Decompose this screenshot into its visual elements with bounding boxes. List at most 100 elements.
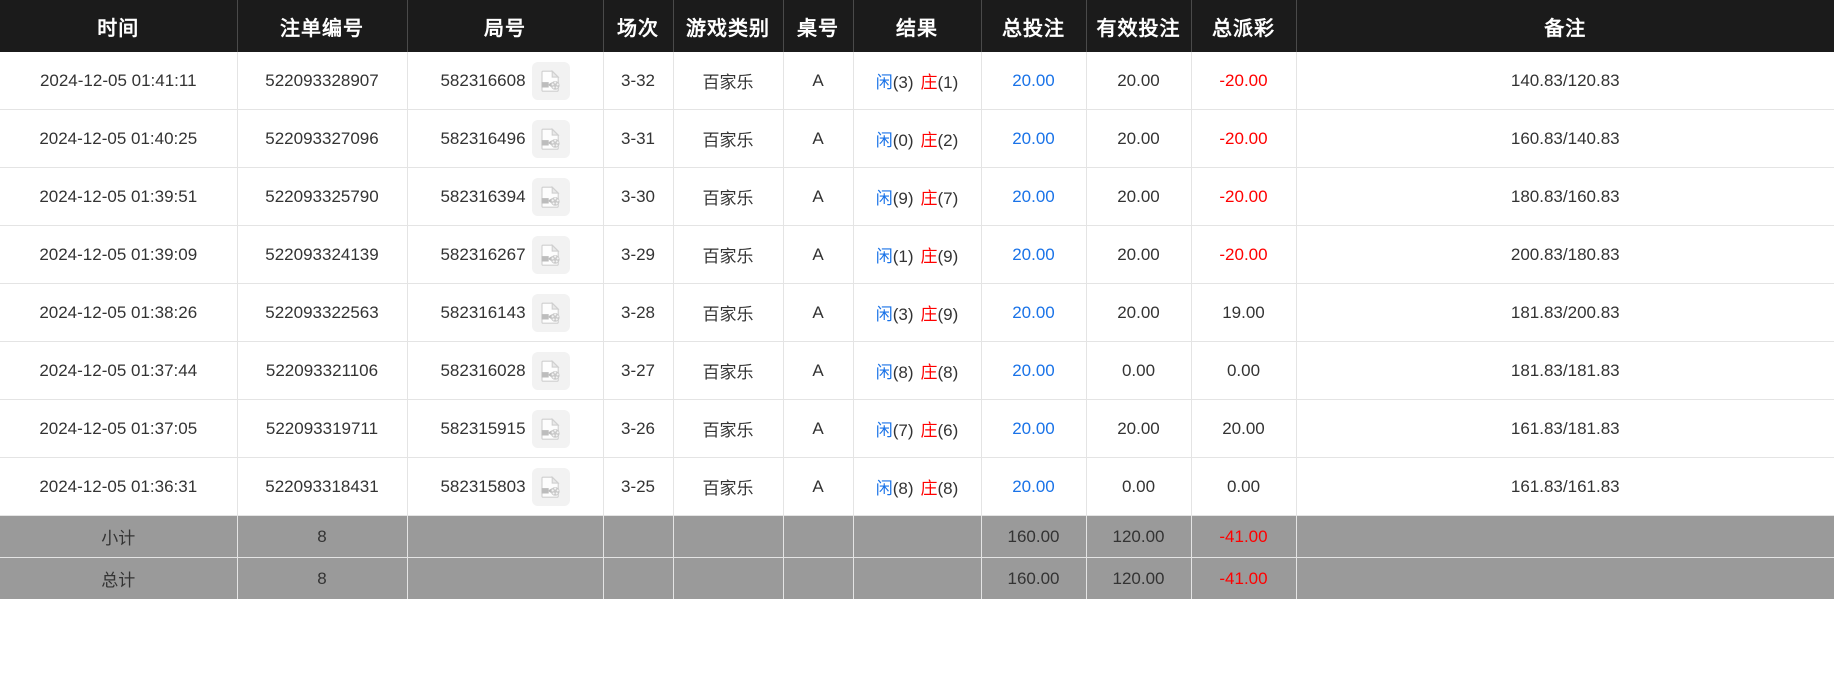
table-header-row: 时间 注单编号 局号 场次 游戏类别 桌号 结果 总投注 有效投注 总派彩 备注 (0, 0, 1834, 52)
video-file-icon[interactable] (531, 409, 570, 448)
cell-total-bet[interactable]: 20.00 (981, 167, 1087, 226)
result-banker: 庄(8) (921, 358, 959, 383)
cell-total-payout: -20.00 (1191, 167, 1297, 226)
cell-total-bet[interactable]: 20.00 (981, 52, 1087, 110)
video-file-icon[interactable] (531, 119, 570, 158)
cell-result: 闲(3) 庄(9) (853, 283, 982, 342)
summary-total-bet: 160.00 (981, 557, 1087, 599)
banker-points: (1) (937, 73, 959, 92)
table-body: 2024-12-05 01:41:11 522093328907 582316608… (0, 52, 1834, 599)
cell-total-bet[interactable]: 20.00 (981, 225, 1087, 284)
cell-round-no: 582315803 (407, 457, 604, 516)
table-header: 时间 注单编号 局号 场次 游戏类别 桌号 结果 总投注 有效投注 总派彩 备注 (0, 0, 1834, 52)
cell-total-bet[interactable]: 20.00 (981, 399, 1087, 458)
cell-round-no: 582316496 (407, 109, 604, 168)
video-file-icon[interactable] (531, 235, 570, 274)
cell-game-type: 百家乐 (673, 457, 784, 516)
round-no-wrapper: 582316608 (412, 61, 599, 100)
cell-valid-bet: 20.00 (1086, 283, 1192, 342)
result-wrapper: 闲(3) 庄(1) (876, 68, 959, 93)
summary-total-bet: 160.00 (981, 515, 1087, 558)
player-label: 闲 (875, 189, 893, 208)
cell-remark: 180.83/160.83 (1296, 167, 1834, 226)
banker-label: 庄 (920, 73, 938, 92)
banker-points: (6) (937, 421, 959, 440)
cell-time: 2024-12-05 01:39:09 (0, 225, 238, 284)
player-points: (3) (892, 305, 914, 324)
cell-total-bet[interactable]: 20.00 (981, 283, 1087, 342)
banker-points: (8) (937, 363, 959, 382)
result-player: 闲(3) (876, 300, 914, 325)
summary-empty-session (603, 557, 674, 599)
player-label: 闲 (875, 363, 893, 382)
cell-game-type: 百家乐 (673, 52, 784, 110)
summary-empty-result (853, 515, 982, 558)
table-row: 2024-12-05 01:40:25 522093327096 582316496… (0, 109, 1834, 168)
round-no-text: 582316394 (440, 186, 526, 206)
result-player: 闲(8) (876, 474, 914, 499)
cell-round-no: 582316267 (407, 225, 604, 284)
column-header-round_no[interactable]: 局号 (407, 0, 604, 52)
cell-total-bet[interactable]: 20.00 (981, 341, 1087, 400)
cell-valid-bet: 20.00 (1086, 52, 1192, 110)
column-header-session[interactable]: 场次 (603, 0, 674, 52)
cell-valid-bet: 0.00 (1086, 457, 1192, 516)
cell-game-type: 百家乐 (673, 225, 784, 284)
video-file-icon[interactable] (531, 351, 570, 390)
cell-remark: 140.83/120.83 (1296, 52, 1834, 110)
column-header-game_type[interactable]: 游戏类别 (673, 0, 784, 52)
summary-empty-session (603, 515, 674, 558)
column-header-total_bet[interactable]: 总投注 (981, 0, 1087, 52)
cell-session: 3-29 (603, 225, 674, 284)
column-header-valid_bet[interactable]: 有效投注 (1086, 0, 1192, 52)
column-header-bet_no[interactable]: 注单编号 (237, 0, 408, 52)
cell-table-no: A (783, 225, 854, 284)
cell-round-no: 582316394 (407, 167, 604, 226)
table-row: 2024-12-05 01:37:44 522093321106 582316028… (0, 341, 1834, 400)
table-row: 2024-12-05 01:37:05 522093319711 582315915… (0, 399, 1834, 458)
cell-remark: 200.83/180.83 (1296, 225, 1834, 284)
video-file-icon[interactable] (531, 61, 570, 100)
column-header-table_no[interactable]: 桌号 (783, 0, 854, 52)
round-no-wrapper: 582316496 (412, 119, 599, 158)
cell-time: 2024-12-05 01:37:44 (0, 341, 238, 400)
column-header-remark[interactable]: 备注 (1296, 0, 1834, 52)
cell-round-no: 582316608 (407, 52, 604, 110)
cell-bet-no: 522093325790 (237, 167, 408, 226)
summary-count: 8 (237, 557, 408, 599)
video-file-icon[interactable] (531, 293, 570, 332)
cell-game-type: 百家乐 (673, 109, 784, 168)
column-header-result[interactable]: 结果 (853, 0, 982, 52)
result-banker: 庄(1) (921, 68, 959, 93)
banker-points: (9) (937, 305, 959, 324)
cell-total-bet[interactable]: 20.00 (981, 457, 1087, 516)
cell-total-payout: -20.00 (1191, 52, 1297, 110)
cell-valid-bet: 20.00 (1086, 109, 1192, 168)
round-no-wrapper: 582316267 (412, 235, 599, 274)
cell-time: 2024-12-05 01:36:31 (0, 457, 238, 516)
cell-game-type: 百家乐 (673, 341, 784, 400)
result-banker: 庄(9) (921, 242, 959, 267)
cell-valid-bet: 20.00 (1086, 225, 1192, 284)
summary-label: 总计 (0, 557, 238, 599)
result-banker: 庄(8) (921, 474, 959, 499)
banker-points: (8) (937, 479, 959, 498)
video-file-icon[interactable] (531, 177, 570, 216)
cell-game-type: 百家乐 (673, 283, 784, 342)
player-points: (9) (892, 189, 914, 208)
cell-bet-no: 522093327096 (237, 109, 408, 168)
summary-label: 小计 (0, 515, 238, 558)
banker-label: 庄 (920, 479, 938, 498)
summary-remark (1296, 515, 1834, 558)
cell-table-no: A (783, 399, 854, 458)
column-header-time[interactable]: 时间 (0, 0, 238, 52)
column-header-total_payout[interactable]: 总派彩 (1191, 0, 1297, 52)
video-file-icon[interactable] (531, 467, 570, 506)
cell-session: 3-30 (603, 167, 674, 226)
banker-label: 庄 (920, 247, 938, 266)
result-wrapper: 闲 (8) 庄(8) (876, 358, 959, 383)
cell-total-payout: -20.00 (1191, 109, 1297, 168)
cell-total-bet[interactable]: 20.00 (981, 109, 1087, 168)
cell-remark: 161.83/181.83 (1296, 399, 1834, 458)
cell-session: 3-27 (603, 341, 674, 400)
